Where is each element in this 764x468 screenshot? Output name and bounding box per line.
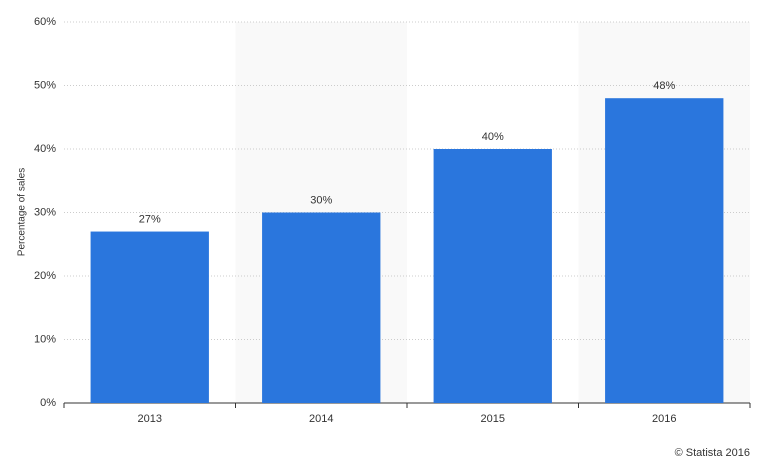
bar <box>605 98 724 403</box>
value-label: 40% <box>482 131 504 143</box>
bar <box>90 231 209 403</box>
bar <box>262 212 381 403</box>
y-tick-label: 10% <box>34 333 56 345</box>
y-tick-label: 40% <box>34 143 56 155</box>
credit: © Statista 2016 <box>675 447 750 459</box>
y-axis-title: Percentage of sales <box>17 168 28 256</box>
x-tick-label: 2016 <box>652 413 676 425</box>
bar <box>433 149 552 403</box>
y-tick-label: 60% <box>34 16 56 28</box>
y-tick-label: 30% <box>34 206 56 218</box>
x-tick-label: 2015 <box>481 413 505 425</box>
y-tick-label: 50% <box>34 79 56 91</box>
x-tick-label: 2013 <box>138 413 162 425</box>
value-label: 27% <box>139 213 161 225</box>
x-tick-label: 2014 <box>309 413 333 425</box>
y-tick-label: 20% <box>34 270 56 282</box>
y-tick-label: 0% <box>40 397 56 409</box>
value-label: 48% <box>653 80 675 92</box>
value-label: 30% <box>310 194 332 206</box>
